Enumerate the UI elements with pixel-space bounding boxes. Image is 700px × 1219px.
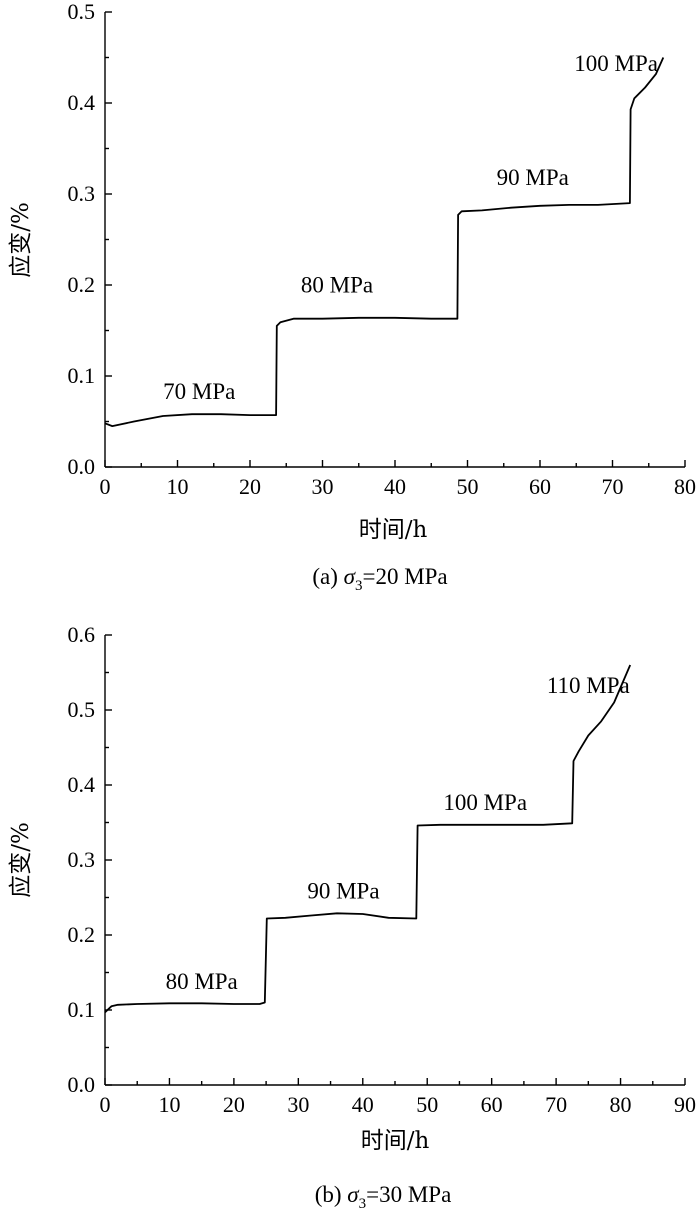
y-tick-label: 0.0	[68, 454, 96, 479]
x-tick-label: 50	[416, 1092, 438, 1117]
x-tick-label: 80	[674, 474, 696, 499]
y-tick-label: 0.5	[68, 0, 96, 24]
plot-area-a: 0 10 20 30 40 50 60 70 80 0.0 0.1 0.2 0.3 0.4 0.5 70 MP…	[68, 0, 697, 499]
chart-a: 应变/% 0 10 20 30 40 50 60 70 80 0.0 0.1 0.2 0.3 0.4 0.5…	[8, 0, 697, 594]
x-tick-label: 70	[602, 474, 624, 499]
x-tick-label: 80	[610, 1092, 632, 1117]
x-tick-label: 50	[457, 474, 479, 499]
stress-level-label: 90 MPa	[497, 165, 569, 190]
y-tick-label: 0.2	[68, 272, 96, 297]
x-tick-label: 10	[167, 474, 189, 499]
y-tick-label: 0.1	[68, 363, 96, 388]
strain-curve	[104, 664, 632, 1013]
y-tick-label: 0.1	[68, 997, 96, 1022]
stress-level-label: 100 MPa	[574, 51, 658, 76]
plot-area-b: 0 10 20 30 40 50 60 70 80 90 0.0 0.1 0.2 0.3 0.4 0.5 0.6…	[68, 622, 697, 1117]
x-tick-label: 90	[674, 1092, 696, 1117]
strain-curve	[104, 57, 665, 427]
y-tick-label: 0.4	[68, 772, 96, 797]
y-tick-label: 0.0	[68, 1072, 96, 1097]
x-tick-label: 0	[100, 474, 111, 499]
stress-level-label: 70 MPa	[163, 379, 235, 404]
x-tick-label: 30	[312, 474, 334, 499]
x-tick-label: 60	[529, 474, 551, 499]
chart-b: 应变/% 0 10 20 30 40 50 60 70 80 900.00.10.20.30.40…	[8, 622, 697, 1212]
x-tick-label: 70	[545, 1092, 567, 1117]
y-tick-label: 0.6	[68, 622, 96, 647]
x-axis-label: 时间/h	[359, 517, 428, 543]
x-tick-label: 60	[481, 1092, 503, 1117]
x-axis-label: 时间/h	[361, 1128, 430, 1154]
x-tick-label: 40	[352, 1092, 374, 1117]
stress-level-label: 90 MPa	[307, 878, 379, 903]
x-tick-label: 20	[223, 1092, 245, 1117]
y-tick-label: 0.5	[68, 697, 96, 722]
stress-level-label: 100 MPa	[443, 790, 527, 815]
y-tick-label: 0.3	[68, 847, 96, 872]
stress-level-label: 80 MPa	[301, 272, 373, 297]
x-tick-label: 40	[384, 474, 406, 499]
y-axis-label: 应变/%	[8, 822, 34, 898]
x-tick-label: 30	[287, 1092, 309, 1117]
y-axis-label: 应变/%	[8, 202, 34, 278]
x-tick-label: 20	[239, 474, 261, 499]
y-axis-title: 应变/%	[8, 202, 34, 278]
caption-b: (b) σ3=30 MPa	[315, 1182, 452, 1212]
y-axis-title: 应变/%	[8, 822, 34, 898]
y-tick-label: 0.3	[68, 181, 96, 206]
x-tick-label: 10	[158, 1092, 180, 1117]
stress-level-label: 110 MPa	[547, 673, 630, 698]
y-tick-label: 0.2	[68, 922, 96, 947]
caption-a: (a) σ3=20 MPa	[312, 564, 447, 594]
stress-level-label: 80 MPa	[166, 969, 238, 994]
y-tick-label: 0.4	[68, 90, 96, 115]
x-tick-label: 0	[100, 1092, 111, 1117]
